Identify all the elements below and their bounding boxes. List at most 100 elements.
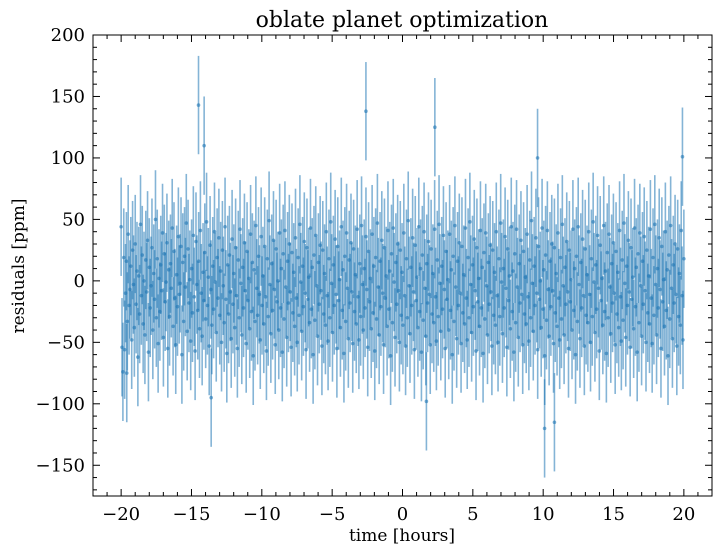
data-point [136,307,140,407]
data-point [446,230,450,329]
marker [355,227,359,232]
data-point [321,200,325,300]
marker [623,281,627,286]
data-point [554,224,558,323]
data-point [303,243,307,343]
marker [129,264,133,268]
marker [283,228,287,233]
data-point [475,198,479,297]
data-point [398,200,403,300]
marker [291,270,296,275]
marker [196,103,201,107]
marker [435,258,440,262]
marker [265,256,270,261]
marker [474,349,478,353]
data-point [250,213,255,312]
marker [456,303,461,308]
marker [450,352,455,357]
data-point [317,255,322,354]
marker [381,342,386,347]
marker [581,293,586,298]
data-point [234,246,239,345]
marker [554,271,558,276]
marker [264,349,269,353]
marker [312,253,316,257]
data-point [591,172,595,272]
marker [680,154,685,159]
marker [243,288,248,293]
data-point [465,290,470,390]
marker [566,346,571,351]
data-point [247,229,251,328]
marker [667,253,671,257]
marker [577,282,581,287]
marker [410,236,415,240]
marker [494,229,499,234]
marker [321,248,325,252]
data-point [263,247,268,347]
marker [382,245,387,250]
data-point [400,223,404,322]
marker [299,329,304,334]
data-point [236,210,241,310]
marker [520,342,525,347]
marker [675,344,679,348]
marker [549,304,553,309]
marker [668,223,673,228]
marker [471,304,476,309]
data-point [145,191,150,290]
marker [311,352,315,357]
marker [610,301,615,305]
data-point [622,173,626,273]
data-point [239,234,243,333]
data-point [388,306,393,406]
marker [460,244,464,249]
data-point [281,204,285,303]
y-tick-label: 0 [74,271,85,292]
marker [660,244,664,249]
y-tick-label: −50 [47,332,85,353]
marker [529,218,534,223]
data-point [572,219,577,318]
data-point [343,272,348,371]
data-point [327,209,331,308]
data-point [505,298,509,397]
data-point [140,205,145,305]
data-point [342,304,346,403]
marker [304,347,308,352]
marker [196,259,201,263]
data-point [160,183,165,283]
data-point [516,288,521,387]
marker [193,349,197,353]
data-point [202,96,206,195]
data-point [562,285,566,385]
data-point [543,205,548,305]
data-point [387,221,392,321]
marker [161,335,166,340]
data-point [533,256,537,355]
data-point [596,239,601,338]
marker [475,245,479,250]
marker [403,344,408,348]
marker [267,218,271,223]
marker [467,315,471,320]
data-point [542,220,546,319]
data-point [659,299,663,398]
data-point [286,253,291,353]
marker [354,322,359,326]
data-point [392,232,396,332]
marker [473,288,477,293]
marker [604,351,609,356]
data-point [320,296,324,396]
data-point [576,177,580,276]
data-point [155,209,160,308]
marker [400,270,404,275]
marker [628,345,632,350]
data-point [667,205,671,305]
marker [207,344,212,348]
marker [232,325,237,330]
marker [129,338,134,342]
marker [144,290,149,294]
marker [124,259,129,263]
data-point [343,207,347,306]
